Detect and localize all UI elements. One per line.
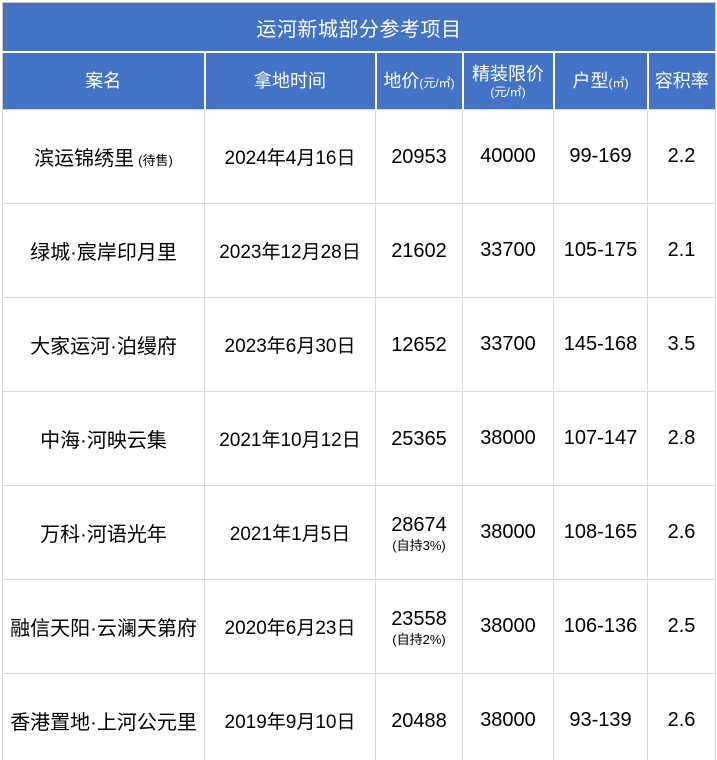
land-price-value: 20953 <box>391 145 447 168</box>
self-hold-note: (自持3%) <box>392 537 446 553</box>
cell-project-name: 香港置地·上河公元里 <box>2 673 205 760</box>
column-header-cap-price: 精装限价 (元/㎡) <box>461 52 554 110</box>
cell-unit-size-range: 105-175 <box>553 203 648 298</box>
table-row: 万科·河语光年 2021年1月5日 28674 (自持3%) 38000 108-165 2… <box>2 485 717 580</box>
land-price-value: 28674 <box>391 513 447 536</box>
column-label: 案名 <box>85 70 122 91</box>
cell-land-date: 2021年10月12日 <box>204 391 376 486</box>
cell-project-name: 绿城·宸岸印月里 <box>2 203 205 298</box>
cell-decorated-price-cap: 33700 <box>462 203 554 298</box>
cell-land-date: 2021年1月5日 <box>204 485 376 580</box>
column-header-name: 案名 <box>2 52 205 110</box>
cell-project-name: 万科·河语光年 <box>2 485 205 580</box>
project-name-text: 绿城·宸岸印月里 <box>30 242 177 264</box>
cell-decorated-price-cap: 40000 <box>462 109 554 204</box>
cell-unit-size-range: 93-139 <box>553 673 648 760</box>
cell-decorated-price-cap: 38000 <box>462 579 554 674</box>
table-title: 运河新城部分参考项目 <box>2 2 716 53</box>
column-unit-label: (元/㎡) <box>490 85 526 100</box>
table-row: 滨运锦绣里 (待售) 2024年4月16日 20953 40000 99-169 2.2 <box>2 109 717 204</box>
column-label: 户型 <box>572 70 609 91</box>
project-status-note: (待售) <box>138 153 173 168</box>
cell-decorated-price-cap: 33700 <box>462 297 554 392</box>
cell-unit-size-range: 107-147 <box>553 391 648 486</box>
cell-project-name: 融信天阳·云澜天第府 <box>2 579 205 674</box>
cell-project-name: 中海·河映云集 <box>2 391 205 486</box>
cell-project-name: 滨运锦绣里 (待售) <box>2 109 205 204</box>
project-name-text: 融信天阳·云澜天第府 <box>10 618 197 640</box>
column-header-unit-range: 户型(㎡) <box>552 52 648 110</box>
cell-plot-ratio: 3.5 <box>646 297 717 392</box>
table-row: 香港置地·上河公元里 2019年9月10日 20488 38000 93-139 2.6 <box>2 673 717 760</box>
project-name-text: 滨运锦绣里 <box>34 148 135 170</box>
cell-land-price: 23558 (自持2%) <box>375 579 463 674</box>
cell-land-date: 2023年6月30日 <box>204 297 376 392</box>
land-price-value: 20488 <box>391 709 447 732</box>
cell-plot-ratio: 2.1 <box>646 203 717 298</box>
cell-plot-ratio: 2.8 <box>646 391 717 486</box>
cell-unit-size-range: 106-136 <box>553 579 648 674</box>
land-price-value: 25365 <box>391 427 447 450</box>
cell-land-date: 2020年6月23日 <box>204 579 376 674</box>
cell-land-date: 2019年9月10日 <box>204 673 376 760</box>
cell-land-date: 2023年12月28日 <box>204 203 376 298</box>
cell-unit-size-range: 145-168 <box>553 297 648 392</box>
cell-land-price: 28674 (自持3%) <box>375 485 463 580</box>
column-unit-label: (元/㎡) <box>419 75 455 90</box>
cell-plot-ratio: 2.6 <box>646 485 717 580</box>
column-header-date: 拿地时间 <box>203 52 376 110</box>
cell-plot-ratio: 2.6 <box>646 673 717 760</box>
cell-land-price: 20488 <box>375 673 463 760</box>
cell-decorated-price-cap: 38000 <box>462 391 554 486</box>
cell-unit-size-range: 99-169 <box>553 109 648 204</box>
cell-land-price: 12652 <box>375 297 463 392</box>
column-unit-label: (㎡) <box>608 75 629 90</box>
project-name-text: 万科·河语光年 <box>40 524 167 546</box>
project-name-text: 中海·河映云集 <box>40 430 167 452</box>
header-row: 案名 拿地时间 地价(元/㎡) 精装限价 (元/㎡) 户型(㎡) 容积率 <box>2 52 716 110</box>
column-label: 容积率 <box>654 70 709 91</box>
column-header-plot-ratio: 容积率 <box>646 52 716 110</box>
self-hold-note: (自持2%) <box>392 631 446 647</box>
cell-project-name: 大家运河·泊缦府 <box>2 297 205 392</box>
cell-land-date: 2024年4月16日 <box>204 109 376 204</box>
title-row: 运河新城部分参考项目 <box>2 2 716 53</box>
cell-land-price: 20953 <box>375 109 463 204</box>
column-label: 精装限价 <box>472 63 544 84</box>
cell-land-price: 25365 <box>375 391 463 486</box>
land-price-value: 21602 <box>391 239 447 262</box>
table-row: 中海·河映云集 2021年10月12日 25365 38000 107-147 2.8 <box>2 391 717 486</box>
table-row: 绿城·宸岸印月里 2023年12月28日 21602 33700 105-175 2.1 <box>2 203 717 298</box>
cell-decorated-price-cap: 38000 <box>462 485 554 580</box>
cell-decorated-price-cap: 38000 <box>462 673 554 760</box>
project-name-text: 香港置地·上河公元里 <box>10 712 197 734</box>
land-price-value: 23558 <box>391 607 447 630</box>
cell-land-price: 21602 <box>375 203 463 298</box>
table-row: 大家运河·泊缦府 2023年6月30日 12652 33700 145-168 3.5 <box>2 297 717 392</box>
column-label: 地价 <box>383 70 420 91</box>
cell-plot-ratio: 2.5 <box>646 579 717 674</box>
project-name-text: 大家运河·泊缦府 <box>30 336 177 358</box>
land-price-value: 12652 <box>391 333 447 356</box>
cell-unit-size-range: 108-165 <box>553 485 648 580</box>
table-row: 融信天阳·云澜天第府 2020年6月23日 23558 (自持2%) 38000 106-… <box>2 579 717 674</box>
column-label: 拿地时间 <box>254 70 326 91</box>
cell-plot-ratio: 2.2 <box>646 109 717 204</box>
column-header-land-price: 地价(元/㎡) <box>374 52 463 110</box>
